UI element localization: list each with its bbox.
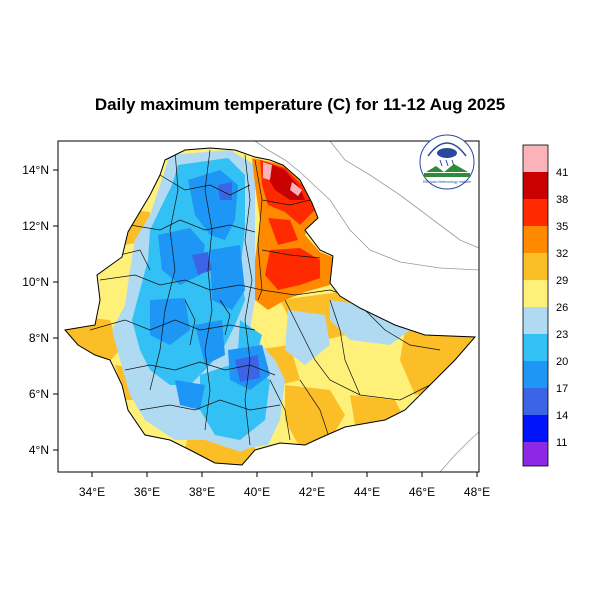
lon-tick-label: 42°E [299, 485, 325, 499]
map-title: Daily maximum temperature (C) for 11-12 … [94, 95, 506, 114]
colorbar-label: 14 [556, 410, 568, 422]
colorbar-label: 35 [556, 221, 568, 233]
colorbar-swatch [523, 388, 548, 415]
lat-tick-label: 8°N [29, 331, 49, 345]
colorbar-label: 38 [556, 194, 568, 206]
lon-tick-label: 36°E [134, 485, 160, 499]
colorbar-swatch [523, 361, 548, 388]
colorbar-label: 17 [556, 383, 568, 395]
lon-tick-label: 48°E [464, 485, 490, 499]
logo-caption: Ethiopian Meteorology Institute [423, 180, 471, 184]
colorbar-label: 41 [556, 167, 568, 179]
lat-tick-label: 14°N [22, 163, 49, 177]
lat-tick-label: 6°N [29, 387, 49, 401]
colorbar: 41 38 35 32 29 26 23 20 17 14 11 [522, 144, 568, 467]
colorbar-label: 20 [556, 356, 568, 368]
colorbar-label: 11 [556, 437, 567, 449]
colorbar-swatch [523, 415, 548, 442]
lon-tick-label: 40°E [244, 485, 270, 499]
lon-tick-label: 46°E [409, 485, 435, 499]
colorbar-swatch [523, 199, 548, 226]
plot-border [57, 140, 480, 473]
colorbar-swatch [523, 334, 548, 361]
lon-tick-label: 34°E [79, 485, 105, 499]
lon-tick-label: 38°E [189, 485, 215, 499]
lat-tick-label: 12°N [22, 219, 49, 233]
colorbar-swatch [523, 253, 548, 280]
colorbar-swatch [523, 307, 548, 334]
lat-tick-label: 4°N [29, 443, 49, 457]
country-outline [64, 147, 477, 466]
logo-arc-icon [427, 142, 467, 157]
mountain-icon [426, 164, 468, 172]
colorbar-swatch [523, 280, 548, 307]
colorbar-swatch [523, 172, 548, 199]
lon-tick-label: 44°E [354, 485, 380, 499]
colorbar-label: 32 [556, 248, 568, 260]
lat-tick-label: 10°N [22, 275, 49, 289]
colorbar-swatch [523, 226, 548, 253]
cloud-icon [437, 148, 457, 158]
colorbar-label: 26 [556, 302, 568, 314]
colorbar-swatch [523, 145, 548, 172]
colorbar-label: 29 [556, 275, 568, 287]
colorbar-swatch [523, 442, 548, 466]
colorbar-label: 23 [556, 329, 568, 341]
coastline [254, 141, 479, 472]
institute-logo: Ethiopian Meteorology Institute [419, 134, 475, 190]
axis-ticks [53, 169, 478, 477]
